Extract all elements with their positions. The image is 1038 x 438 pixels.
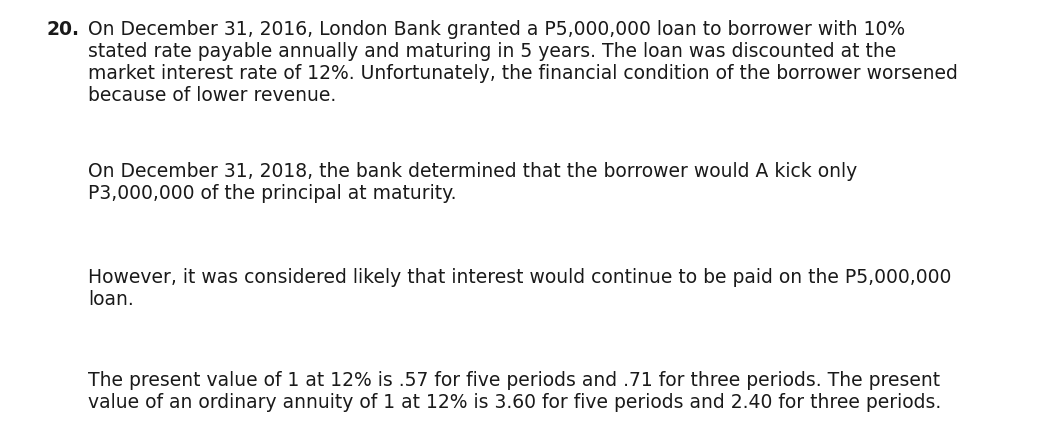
Text: On December 31, 2018, the bank determined that the borrower would A kick only
P3: On December 31, 2018, the bank determine… [88, 162, 857, 203]
Text: The present value of 1 at 12% is .57 for five periods and .71 for three periods.: The present value of 1 at 12% is .57 for… [88, 370, 941, 411]
Text: On December 31, 2016, London Bank granted a P5,000,000 loan to borrower with 10%: On December 31, 2016, London Bank grante… [88, 20, 958, 105]
Text: However, it was considered likely that interest would continue to be paid on the: However, it was considered likely that i… [88, 267, 952, 308]
Text: 20.: 20. [47, 20, 80, 39]
